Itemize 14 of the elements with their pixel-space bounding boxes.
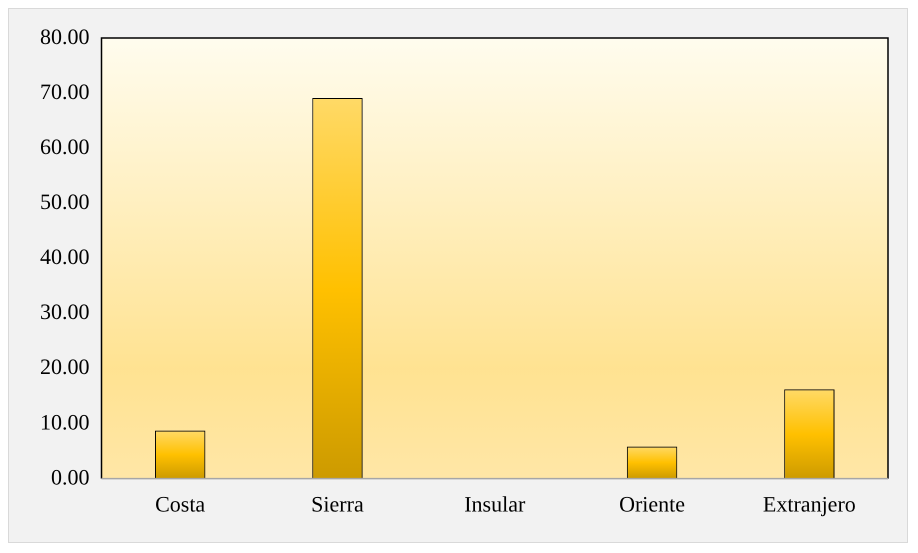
y-tick-label: 10.00: [40, 409, 90, 434]
y-tick-label: 0.00: [51, 464, 90, 490]
x-tick-label: Insular: [464, 492, 526, 517]
y-tick-label: 80.00: [40, 24, 90, 49]
y-tick-label: 60.00: [40, 134, 90, 159]
y-tick-label: 70.00: [40, 78, 90, 104]
x-tick-label: Sierra: [311, 492, 364, 517]
x-tick-label: Extranjero: [762, 492, 856, 517]
y-tick-label: 50.00: [40, 189, 90, 214]
y-tick-label: 40.00: [40, 244, 90, 270]
y-tick-label: 20.00: [40, 354, 90, 380]
x-tick-label: Costa: [155, 492, 206, 517]
y-tick-label: 30.00: [40, 299, 90, 324]
x-tick-label: Oriente: [619, 492, 686, 517]
